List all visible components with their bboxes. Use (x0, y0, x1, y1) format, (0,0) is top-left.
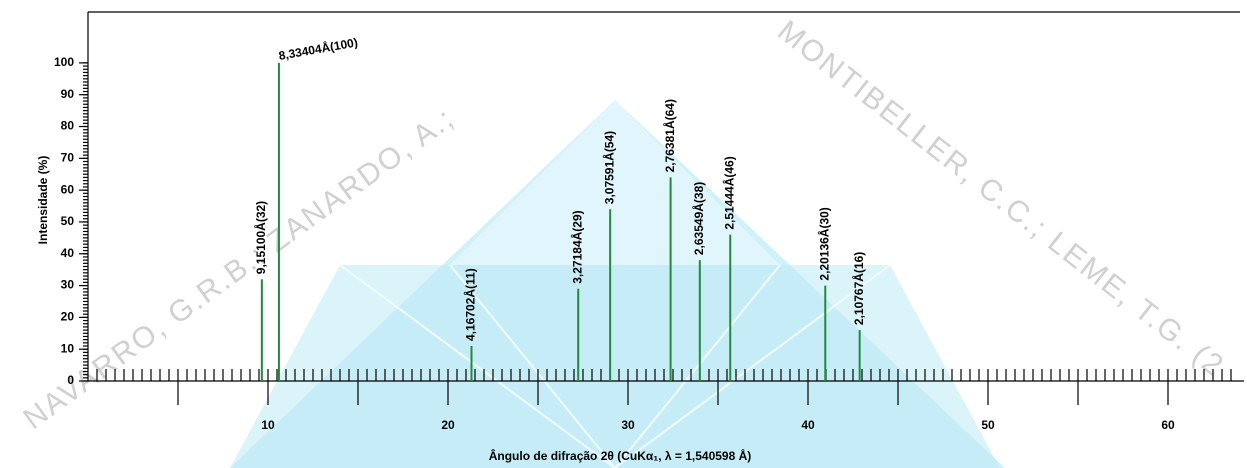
x-tick-label: 10 (261, 418, 275, 432)
y-tick-label: 50 (61, 214, 75, 228)
y-tick-label: 100 (54, 55, 74, 69)
peak-label: 9,15100Å(32) (253, 201, 268, 274)
y-tick-label: 70 (61, 150, 75, 164)
y-tick-label: 20 (61, 310, 75, 324)
y-tick-label: 40 (61, 246, 75, 260)
peak-label: 4,16702Å(11) (463, 268, 478, 341)
peak-label: 2,76381Å(64) (662, 99, 677, 172)
y-tick-label: 0 (67, 373, 74, 387)
peak-label: 3,07591Å(54) (601, 131, 616, 204)
chart: NAVARRO, G.R.B.; ZANARDO, A.; MONTIBELLE… (0, 0, 1247, 468)
peak-label: 3,27184Å(29) (569, 210, 584, 283)
logo-watermark (230, 100, 1005, 468)
y-tick-label: 80 (61, 119, 75, 133)
peak-label: 2,10767Å(16) (851, 252, 866, 325)
y-axis-label: Intensidade (%) (36, 156, 50, 245)
x-tick-label: 60 (1161, 418, 1175, 432)
x-axis-label: Ângulo de difração 2θ (CuKα₁, λ = 1,5405… (489, 448, 752, 463)
x-tick-label: 50 (981, 418, 995, 432)
y-tick-label: 10 (61, 341, 75, 355)
y-tick-label: 30 (61, 278, 75, 292)
peak-label: 2,20136Å(30) (816, 207, 831, 280)
x-tick-label: 20 (441, 418, 455, 432)
peak-label: 8,33404Å(100) (277, 34, 358, 63)
peak-label: 2,63549Å(38) (691, 182, 706, 255)
x-tick-label: 30 (621, 418, 635, 432)
y-tick-label: 60 (61, 182, 75, 196)
y-tick-label: 90 (61, 87, 75, 101)
x-tick-label: 40 (801, 418, 815, 432)
peak-label: 2,51444Å(46) (721, 156, 736, 229)
